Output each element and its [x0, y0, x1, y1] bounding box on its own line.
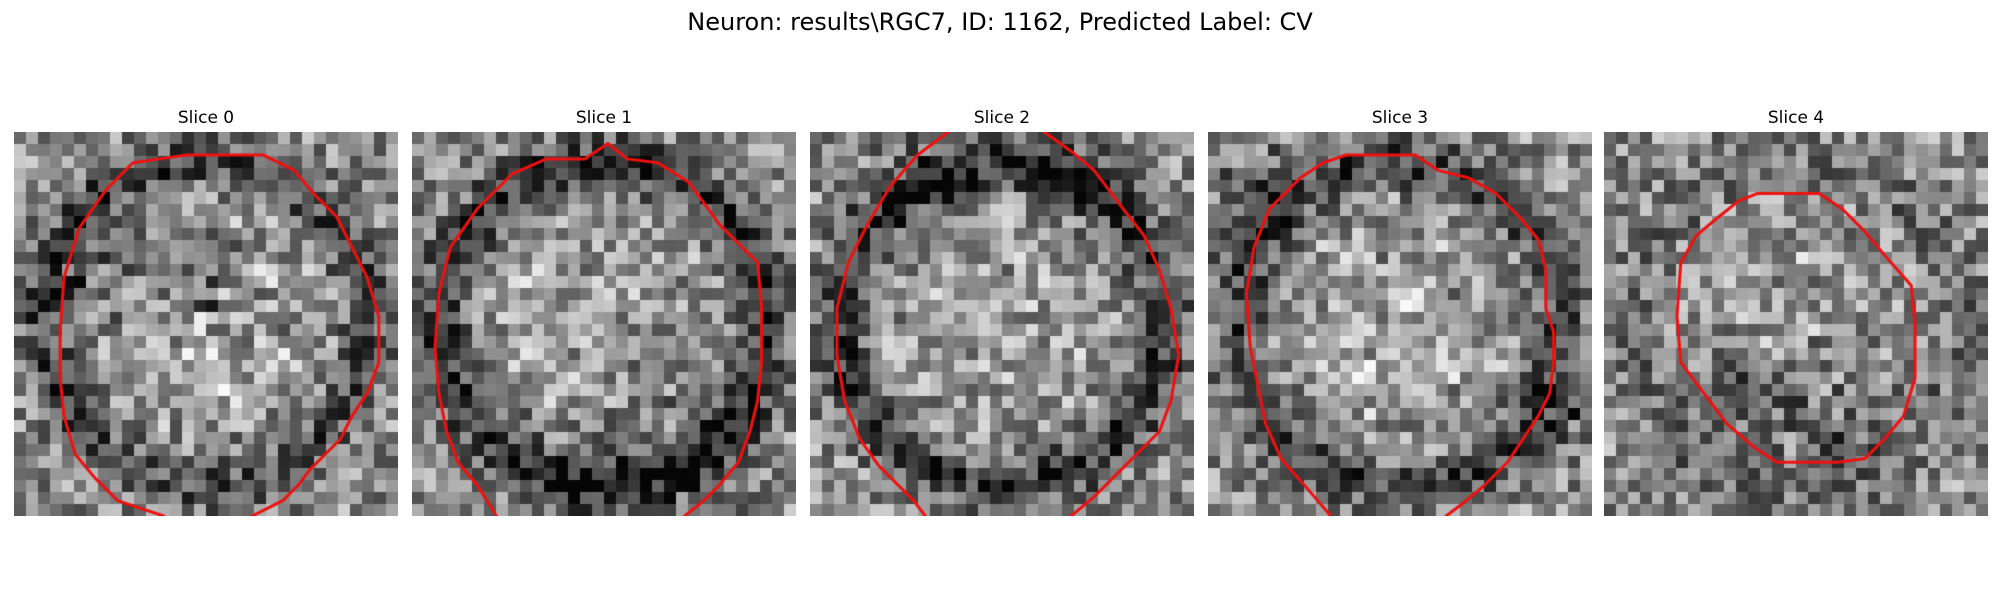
slice-title-0: Slice 0: [177, 108, 235, 128]
slice-title-1: Slice 1: [575, 108, 633, 128]
slice-panel-2: Slice 2: [810, 108, 1194, 516]
slice-panel-4: Slice 4: [1604, 108, 1988, 516]
figure-title: Neuron: results\RGC7, ID: 1162, Predicte…: [687, 8, 1313, 36]
slice-image-3: [1208, 132, 1592, 516]
slice-title-4: Slice 4: [1767, 108, 1825, 128]
slice-title-3: Slice 3: [1371, 108, 1429, 128]
slice-image-4: [1604, 132, 1988, 516]
slice-title-2: Slice 2: [973, 108, 1031, 128]
slice-image-0: [14, 132, 398, 516]
slice-panel-0: Slice 0: [14, 108, 398, 516]
slice-panel-1: Slice 1: [412, 108, 796, 516]
slice-image-2: [810, 132, 1194, 516]
slice-panel-3: Slice 3: [1208, 108, 1592, 516]
slice-image-1: [412, 132, 796, 516]
